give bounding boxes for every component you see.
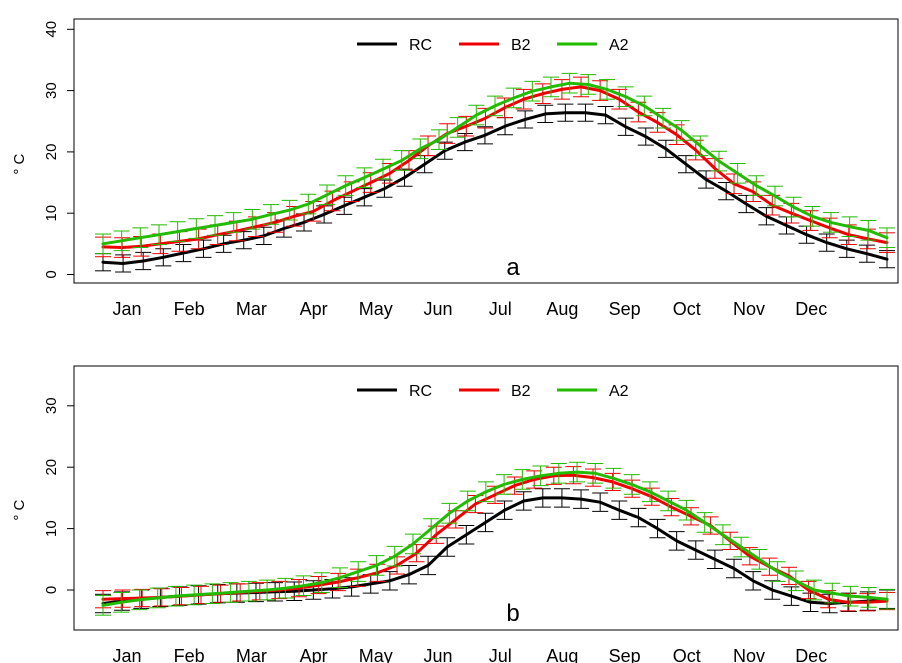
- panel-a-month-label: Jan: [112, 299, 141, 319]
- panel-a-month-label: Aug: [546, 299, 578, 319]
- panel-b-ytick-label: 30: [43, 397, 60, 414]
- panel-b-series-a2: [101, 470, 889, 607]
- panel-b-legend-label-rc: RC: [409, 383, 432, 400]
- panel-b-series-b2: [101, 473, 889, 604]
- panel-b-month-label: Aug: [546, 646, 578, 663]
- panel-a-ytick-label: 20: [43, 144, 60, 161]
- panel-b-month-label: Nov: [733, 646, 765, 663]
- panel-a-month-label: Jun: [423, 299, 452, 319]
- panel-a-month-label: Mar: [236, 299, 267, 319]
- panel-b-month-label: Mar: [236, 646, 267, 663]
- panel-a-legend-label-a2: A2: [609, 37, 629, 54]
- panel-a-month-label: Jul: [489, 299, 512, 319]
- panel-a-legend-label-b2: B2: [511, 37, 531, 54]
- panel-b-ytick-label: 10: [43, 520, 60, 537]
- panel-a-plot-frame: [73, 18, 899, 284]
- panel-a-series-a2: [101, 81, 889, 246]
- panel-a-month-label: Oct: [673, 299, 701, 319]
- panel-b-month-label: Jun: [423, 646, 452, 663]
- panel-b-legend-label-a2: A2: [609, 383, 629, 400]
- panel-b-y-axis-label: ° C: [11, 500, 28, 521]
- panel-b-month-label: Sep: [609, 646, 641, 663]
- panel-a-month-label: Apr: [300, 299, 328, 319]
- panel-b-month-label: Apr: [300, 646, 328, 663]
- panel-a-month-label: Feb: [174, 299, 205, 319]
- panel-b-month-label: Jan: [112, 646, 141, 663]
- panel-a-legend-label-rc: RC: [409, 37, 432, 54]
- panel-b-month-label: Jul: [489, 646, 512, 663]
- panel-a-month-label: Sep: [609, 299, 641, 319]
- panel-a-month-label: Dec: [795, 299, 827, 319]
- panel-a-y-axis-label: ° C: [11, 153, 28, 174]
- panel-b-month-label: Dec: [795, 646, 827, 663]
- panel-b-ytick-label: 0: [43, 586, 60, 594]
- panel-a-month-label: May: [359, 299, 393, 319]
- panel-b-month-label: May: [359, 646, 393, 663]
- panel-b-panel-label: b: [506, 600, 519, 627]
- panel-b-legend-label-b2: B2: [511, 383, 531, 400]
- panel-a-ytick-label: 40: [43, 21, 60, 38]
- panel-a-month-label: Nov: [733, 299, 765, 319]
- panel-a-ytick-label: 10: [43, 205, 60, 222]
- panel-a-series-rc: [101, 111, 889, 265]
- panel-b-ytick-label: 20: [43, 459, 60, 476]
- panel-a-panel-label: a: [506, 254, 520, 281]
- panel-a-ytick-label: 0: [43, 270, 60, 278]
- panel-b-month-label: Feb: [174, 646, 205, 663]
- panel-b-month-label: Oct: [673, 646, 701, 663]
- panel-a-ytick-label: 30: [43, 82, 60, 99]
